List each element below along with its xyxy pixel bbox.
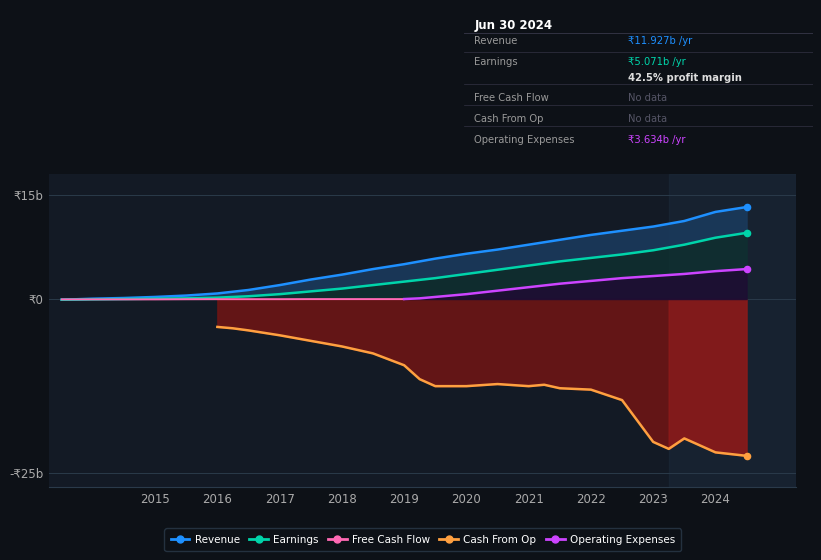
Text: Revenue: Revenue xyxy=(475,36,518,45)
Bar xyxy=(669,174,796,487)
Text: ₹5.071b /yr: ₹5.071b /yr xyxy=(628,57,686,67)
Text: Free Cash Flow: Free Cash Flow xyxy=(475,93,549,103)
Point xyxy=(740,451,753,460)
Text: ₹3.634b /yr: ₹3.634b /yr xyxy=(628,136,686,146)
Text: Jun 30 2024: Jun 30 2024 xyxy=(475,19,553,32)
Text: Operating Expenses: Operating Expenses xyxy=(475,136,575,146)
Text: No data: No data xyxy=(628,114,667,124)
Text: ₹11.927b /yr: ₹11.927b /yr xyxy=(628,36,692,45)
Text: 42.5% profit margin: 42.5% profit margin xyxy=(628,73,741,83)
Text: No data: No data xyxy=(628,93,667,103)
Point xyxy=(740,264,753,273)
Text: Earnings: Earnings xyxy=(475,57,518,67)
Legend: Revenue, Earnings, Free Cash Flow, Cash From Op, Operating Expenses: Revenue, Earnings, Free Cash Flow, Cash … xyxy=(164,529,681,551)
Point xyxy=(740,203,753,212)
Text: Cash From Op: Cash From Op xyxy=(475,114,544,124)
Point xyxy=(740,228,753,237)
